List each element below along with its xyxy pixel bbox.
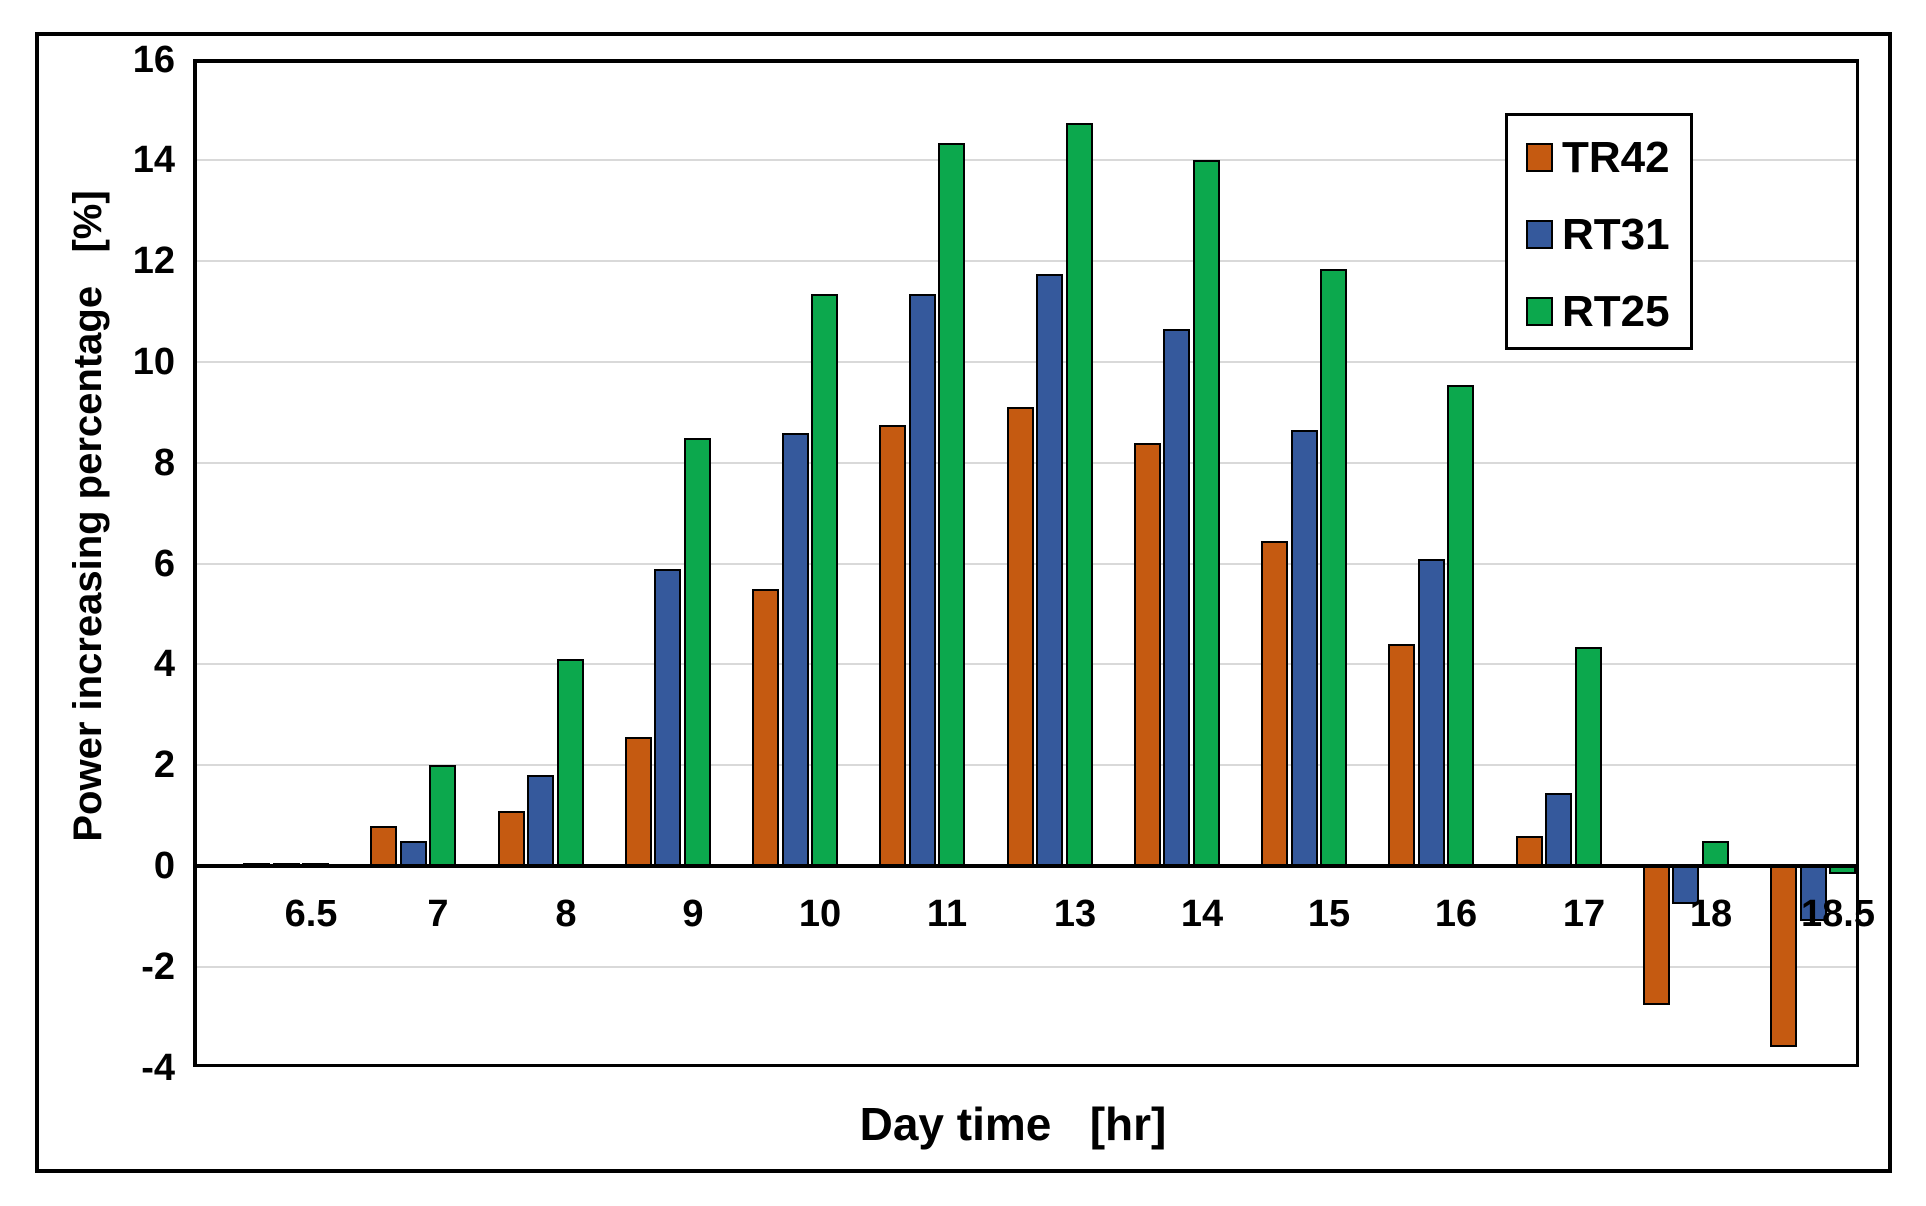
y-tick-label-12: 12	[132, 240, 175, 282]
legend-item-RT25: RT25	[1526, 273, 1690, 350]
x-axis-title: Day time [hr]	[859, 1098, 1167, 1150]
bar-RT31-9	[654, 569, 681, 866]
bar-RT25-7	[429, 765, 456, 866]
y-tick-label--4: -4	[141, 1047, 175, 1089]
x-tick-label-17: 17	[1562, 893, 1606, 935]
bar-RT31-11	[909, 294, 936, 866]
legend-swatch-TR42	[1526, 143, 1553, 172]
bar-TR42-10	[752, 589, 779, 866]
bar-RT25-15	[1320, 269, 1347, 866]
bar-RT31-8	[527, 775, 554, 866]
bar-TR42-14	[1134, 443, 1161, 866]
bar-RT31-10	[782, 433, 809, 866]
x-axis-zero-line	[197, 864, 1856, 868]
x-tick-label-18: 18	[1689, 893, 1733, 935]
x-tick-label-7: 7	[427, 893, 449, 935]
legend-label-TR42: TR42	[1562, 132, 1670, 182]
bar-RT25-13	[1066, 123, 1093, 866]
y-tick-label-14: 14	[132, 139, 175, 181]
bar-RT25-14	[1193, 160, 1220, 866]
legend-swatch-RT31	[1526, 220, 1553, 249]
bar-TR42-8	[498, 811, 525, 866]
x-tick-label-13: 13	[1053, 893, 1097, 935]
bar-RT25-16	[1447, 385, 1474, 866]
bar-RT31-18.5	[1800, 866, 1827, 921]
x-tick-label-18.5: 18.5	[1801, 893, 1875, 935]
bar-RT25-9	[684, 438, 711, 866]
x-tick-label-14: 14	[1180, 893, 1224, 935]
legend-label-RT31: RT31	[1562, 209, 1670, 259]
bar-TR42-18.5	[1770, 866, 1797, 1047]
bar-RT31-17	[1545, 793, 1572, 866]
y-tick-label-4: 4	[153, 643, 175, 685]
bar-RT31-16	[1418, 559, 1445, 866]
bar-RT25-11	[938, 143, 965, 866]
y-tick-label-16: 16	[132, 39, 175, 81]
y-tick-label-2: 2	[153, 744, 175, 786]
legend-item-TR42: TR42	[1526, 119, 1690, 196]
bar-TR42-15	[1261, 541, 1288, 866]
bar-RT31-15	[1291, 430, 1318, 866]
bar-RT31-14	[1163, 329, 1190, 866]
x-tick-label-9: 9	[682, 893, 704, 935]
bar-TR42-16	[1388, 644, 1415, 866]
x-tick-label-11: 11	[926, 893, 968, 935]
legend-item-RT31: RT31	[1526, 196, 1690, 273]
x-tick-label-8: 8	[555, 893, 577, 935]
gridline	[197, 159, 1856, 161]
gridline	[197, 361, 1856, 363]
y-tick-label-0: 0	[153, 845, 175, 887]
x-tick-label-6.5: 6.5	[284, 893, 338, 935]
legend-swatch-RT25	[1526, 297, 1553, 326]
y-axis-title: Power increasing percentage [%]	[66, 190, 110, 842]
bar-RT31-13	[1036, 274, 1063, 866]
legend-label-RT25: RT25	[1562, 286, 1670, 336]
bar-RT25-18	[1702, 841, 1729, 866]
x-tick-label-16: 16	[1434, 893, 1478, 935]
bar-TR42-17	[1516, 836, 1543, 866]
gridline	[197, 966, 1856, 968]
bar-TR42-7	[370, 826, 397, 866]
x-tick-label-15: 15	[1307, 893, 1351, 935]
x-tick-label-10: 10	[798, 893, 842, 935]
bar-TR42-18	[1643, 866, 1670, 1005]
bar-TR42-9	[625, 737, 652, 866]
bar-RT25-17	[1575, 647, 1602, 866]
y-tick-label-6: 6	[153, 543, 175, 585]
gridline	[197, 260, 1856, 262]
y-tick-label-8: 8	[153, 442, 175, 484]
bar-TR42-13	[1007, 407, 1034, 866]
bar-TR42-11	[879, 425, 906, 866]
bar-RT31-7	[400, 841, 427, 866]
bar-RT25-10	[811, 294, 838, 866]
y-tick-label--2: -2	[141, 946, 175, 988]
bar-RT25-8	[557, 659, 584, 866]
y-tick-label-10: 10	[132, 341, 175, 383]
legend: TR42 RT31 RT25	[1505, 113, 1693, 350]
